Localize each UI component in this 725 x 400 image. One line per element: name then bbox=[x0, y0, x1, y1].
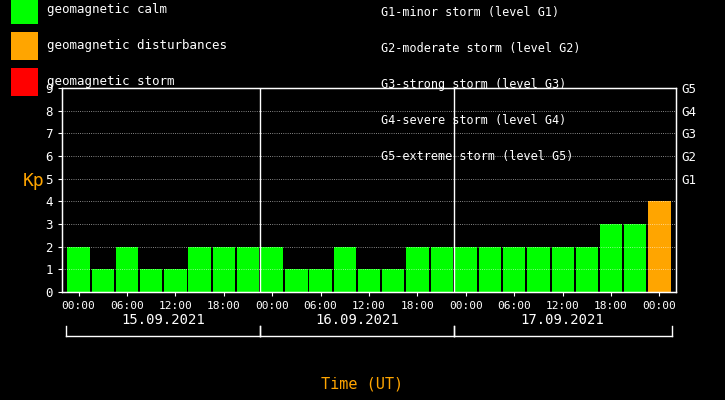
Bar bbox=[116, 247, 138, 292]
Bar bbox=[188, 247, 211, 292]
Text: 17.09.2021: 17.09.2021 bbox=[521, 313, 605, 327]
Bar bbox=[310, 269, 332, 292]
Bar bbox=[576, 247, 598, 292]
Bar bbox=[212, 247, 235, 292]
Text: Time (UT): Time (UT) bbox=[321, 376, 404, 392]
Bar bbox=[431, 247, 453, 292]
Bar bbox=[237, 247, 259, 292]
Bar bbox=[358, 269, 380, 292]
Bar bbox=[334, 247, 356, 292]
Bar bbox=[382, 269, 405, 292]
Text: G1-minor storm (level G1): G1-minor storm (level G1) bbox=[381, 6, 559, 19]
Bar bbox=[552, 247, 573, 292]
Bar bbox=[91, 269, 114, 292]
Bar bbox=[406, 247, 428, 292]
Text: geomagnetic disturbances: geomagnetic disturbances bbox=[47, 40, 227, 52]
Bar bbox=[600, 224, 622, 292]
Bar bbox=[285, 269, 307, 292]
Bar bbox=[261, 247, 283, 292]
Text: G5-extreme storm (level G5): G5-extreme storm (level G5) bbox=[381, 150, 573, 163]
Y-axis label: Kp: Kp bbox=[23, 172, 45, 190]
Bar bbox=[455, 247, 477, 292]
Text: 15.09.2021: 15.09.2021 bbox=[121, 313, 205, 327]
Text: geomagnetic calm: geomagnetic calm bbox=[47, 4, 167, 16]
Text: G3-strong storm (level G3): G3-strong storm (level G3) bbox=[381, 78, 566, 91]
Text: G4-severe storm (level G4): G4-severe storm (level G4) bbox=[381, 114, 566, 127]
Bar bbox=[527, 247, 550, 292]
Bar bbox=[648, 201, 671, 292]
Bar bbox=[165, 269, 186, 292]
Bar bbox=[67, 247, 90, 292]
Text: geomagnetic storm: geomagnetic storm bbox=[47, 76, 175, 88]
Bar bbox=[624, 224, 647, 292]
Bar bbox=[140, 269, 162, 292]
Bar bbox=[503, 247, 526, 292]
Bar bbox=[479, 247, 501, 292]
Text: 16.09.2021: 16.09.2021 bbox=[315, 313, 399, 327]
Text: G2-moderate storm (level G2): G2-moderate storm (level G2) bbox=[381, 42, 580, 55]
